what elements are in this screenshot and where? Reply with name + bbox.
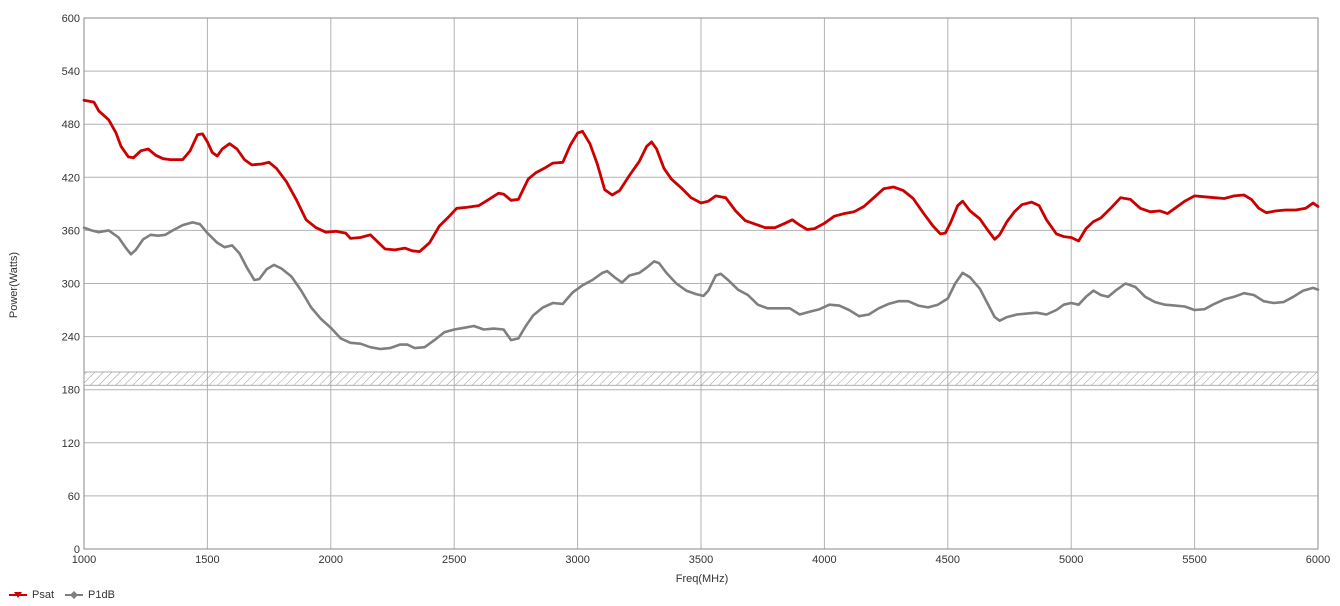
y-tick-label: 600 [62, 13, 80, 25]
y-tick-label: 540 [62, 66, 80, 78]
y-tick-label: 360 [62, 225, 80, 237]
legend: Psat P1dB [8, 589, 115, 601]
y-tick-label: 120 [62, 438, 80, 450]
y-tick-label: 240 [62, 332, 80, 344]
y-tick-label: 180 [62, 385, 80, 397]
y-tick-label: 420 [62, 172, 80, 184]
legend-label-p1db: P1dB [88, 589, 115, 601]
y-tick-label: 0 [74, 544, 80, 556]
gridlines [84, 18, 1318, 549]
x-tick-labels: 1000 1500 2000 2500 3000 3500 4000 4500 5000 5500… [72, 554, 1330, 566]
legend-marker-psat [8, 590, 28, 600]
hatched-band [84, 372, 1318, 385]
y-tick-label: 60 [68, 491, 80, 503]
x-tick-label: 6000 [1306, 554, 1330, 566]
legend-item-p1db: P1dB [64, 589, 115, 601]
x-tick-label: 4000 [812, 554, 836, 566]
y-tick-labels: 0 60 120 180 240 300 360 420 480 540 600 [62, 13, 80, 556]
x-tick-label: 5500 [1182, 554, 1206, 566]
hatched-band-rect [84, 372, 1318, 385]
y-axis-title: Power(Watts) [8, 252, 20, 318]
x-tick-label: 2000 [319, 554, 343, 566]
legend-label-psat: Psat [32, 589, 54, 601]
x-tick-label: 2500 [442, 554, 466, 566]
x-tick-label: 3000 [565, 554, 589, 566]
x-tick-label: 5000 [1059, 554, 1083, 566]
y-tick-label: 480 [62, 119, 80, 131]
x-tick-label: 4500 [936, 554, 960, 566]
legend-marker-p1db [64, 590, 84, 600]
y-tick-label: 300 [62, 279, 80, 291]
x-axis-title: Freq(MHz) [676, 573, 729, 585]
legend-item-psat: Psat [8, 589, 54, 601]
x-tick-label: 1500 [195, 554, 219, 566]
x-tick-label: 3500 [689, 554, 713, 566]
